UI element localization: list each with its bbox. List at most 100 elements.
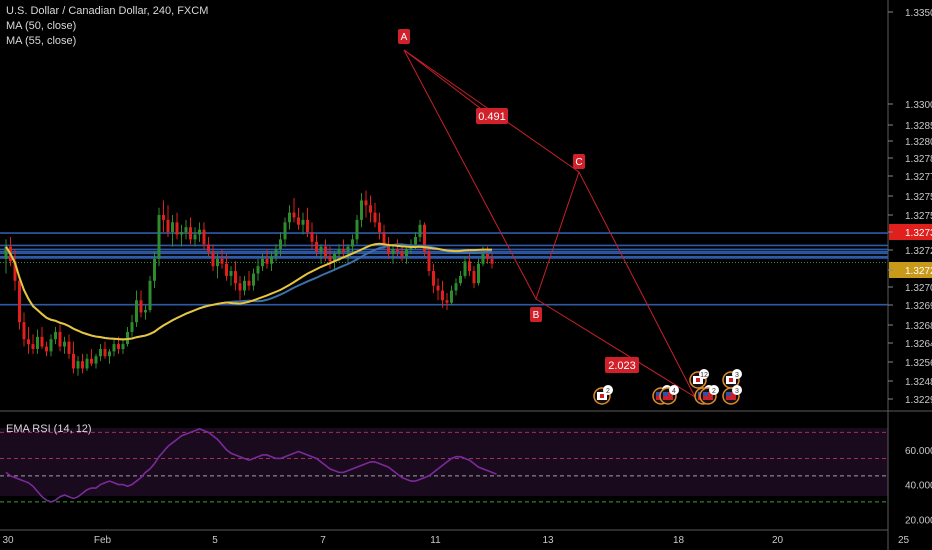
candle xyxy=(175,222,179,235)
price-tick-label: 1.32480 xyxy=(905,377,932,388)
abc-pattern[interactable] xyxy=(403,49,696,398)
highlight-price-tag xyxy=(889,262,932,278)
candle xyxy=(225,263,228,276)
candle xyxy=(355,219,359,240)
candle xyxy=(81,361,84,369)
event-badges: 2441253233 xyxy=(593,369,742,405)
candle xyxy=(103,348,107,357)
price-tick-label: 1.32773 xyxy=(905,172,932,183)
rsi-legend[interactable]: EMA RSI (14, 12) xyxy=(6,423,92,435)
candle xyxy=(360,200,363,220)
time-axis[interactable]: 30Feb57111318202527Mar57 xyxy=(2,535,932,546)
candle xyxy=(459,275,462,284)
ratio-label-1[interactable]: 0.491 xyxy=(476,108,508,124)
candle xyxy=(162,215,165,220)
time-tick-label: 11 xyxy=(430,535,441,546)
candle xyxy=(85,358,89,369)
event-count-badge xyxy=(732,385,742,395)
event-count-label: 12 xyxy=(700,372,708,379)
candle xyxy=(261,258,264,267)
ratio-label-2[interactable]: 2.023 xyxy=(605,357,639,373)
time-tick-label: 20 xyxy=(772,535,784,546)
ma50-legend[interactable]: MA (50, close) xyxy=(6,20,77,32)
candle xyxy=(387,244,390,254)
candle xyxy=(346,246,350,252)
candle xyxy=(432,271,435,286)
candle xyxy=(414,236,417,245)
candle xyxy=(49,339,53,352)
event-count-label: 2 xyxy=(712,388,716,395)
candle xyxy=(58,331,62,347)
candle xyxy=(306,219,309,233)
rsi-tick-label: 60.0000 xyxy=(905,446,932,457)
price-tick-label: 1.32789 xyxy=(905,154,932,165)
price-tick-label: 1.32721 xyxy=(905,266,932,277)
rsi-axis[interactable]: 60.0000 40.0000 20.0000 xyxy=(905,446,932,527)
candle xyxy=(324,246,327,257)
candle xyxy=(481,253,485,264)
candle xyxy=(94,356,98,364)
candle xyxy=(126,331,129,345)
candle xyxy=(477,263,480,284)
candle xyxy=(450,290,453,303)
candle xyxy=(171,222,174,233)
candle xyxy=(108,351,111,357)
candle xyxy=(405,249,408,257)
candle xyxy=(373,212,377,223)
time-tick-label: 5 xyxy=(212,535,218,546)
price-tick-label: 1.32293 xyxy=(905,395,932,406)
candle xyxy=(328,256,332,262)
candle xyxy=(400,251,404,257)
candle xyxy=(144,310,147,313)
symbol-title[interactable]: U.S. Dollar / Canadian Dollar, 240, FXCM xyxy=(6,5,209,17)
event-count-badge xyxy=(709,385,719,395)
us-flag-canton xyxy=(703,392,708,396)
point-b-text: B xyxy=(533,310,540,321)
candle xyxy=(486,253,489,259)
price-pane[interactable] xyxy=(0,0,888,410)
horizontal-levels xyxy=(0,232,888,306)
candle xyxy=(468,261,471,272)
event-count-badge xyxy=(603,385,613,395)
candle xyxy=(112,344,116,352)
us-flag-canton xyxy=(663,392,668,396)
candle xyxy=(364,200,368,206)
ma50-line xyxy=(5,242,492,341)
moving-averages xyxy=(5,242,493,341)
candle xyxy=(216,258,219,267)
point-b-label[interactable]: B xyxy=(530,307,542,322)
candle xyxy=(54,331,57,340)
candle xyxy=(189,227,192,240)
ratio-2-text: 2.023 xyxy=(608,360,636,372)
time-tick-label: 30 xyxy=(2,535,14,546)
event-count-badge xyxy=(669,385,679,395)
candle xyxy=(396,249,399,252)
rsi-tick-label: 40.0000 xyxy=(905,481,932,492)
candle xyxy=(463,261,467,276)
candle xyxy=(139,300,143,313)
candle xyxy=(72,353,75,369)
event-count-label: 4 xyxy=(672,388,676,395)
event-count-label: 3 xyxy=(735,388,739,395)
candle xyxy=(45,346,48,352)
candle xyxy=(63,341,66,347)
candle xyxy=(472,271,476,284)
ma55-legend[interactable]: MA (55, close) xyxy=(6,35,77,47)
candle xyxy=(13,261,17,281)
candle xyxy=(382,232,386,245)
price-tick-label: 1.33500 xyxy=(905,8,932,19)
candle xyxy=(342,249,345,252)
candle xyxy=(229,271,233,276)
point-a-label[interactable]: A xyxy=(398,29,410,44)
rsi-levels xyxy=(0,431,888,503)
price-tick-label: 1.32856 xyxy=(905,121,932,132)
point-c-label[interactable]: C xyxy=(573,154,585,169)
rsi-line xyxy=(5,428,497,503)
price-axis[interactable]: 1.33500 1.33000 1.32856 1.32805 1.32789 1.327… xyxy=(888,8,932,406)
candle xyxy=(99,348,102,357)
candle xyxy=(436,285,440,291)
candle xyxy=(279,239,282,250)
candle xyxy=(27,339,30,345)
candle xyxy=(427,251,431,272)
